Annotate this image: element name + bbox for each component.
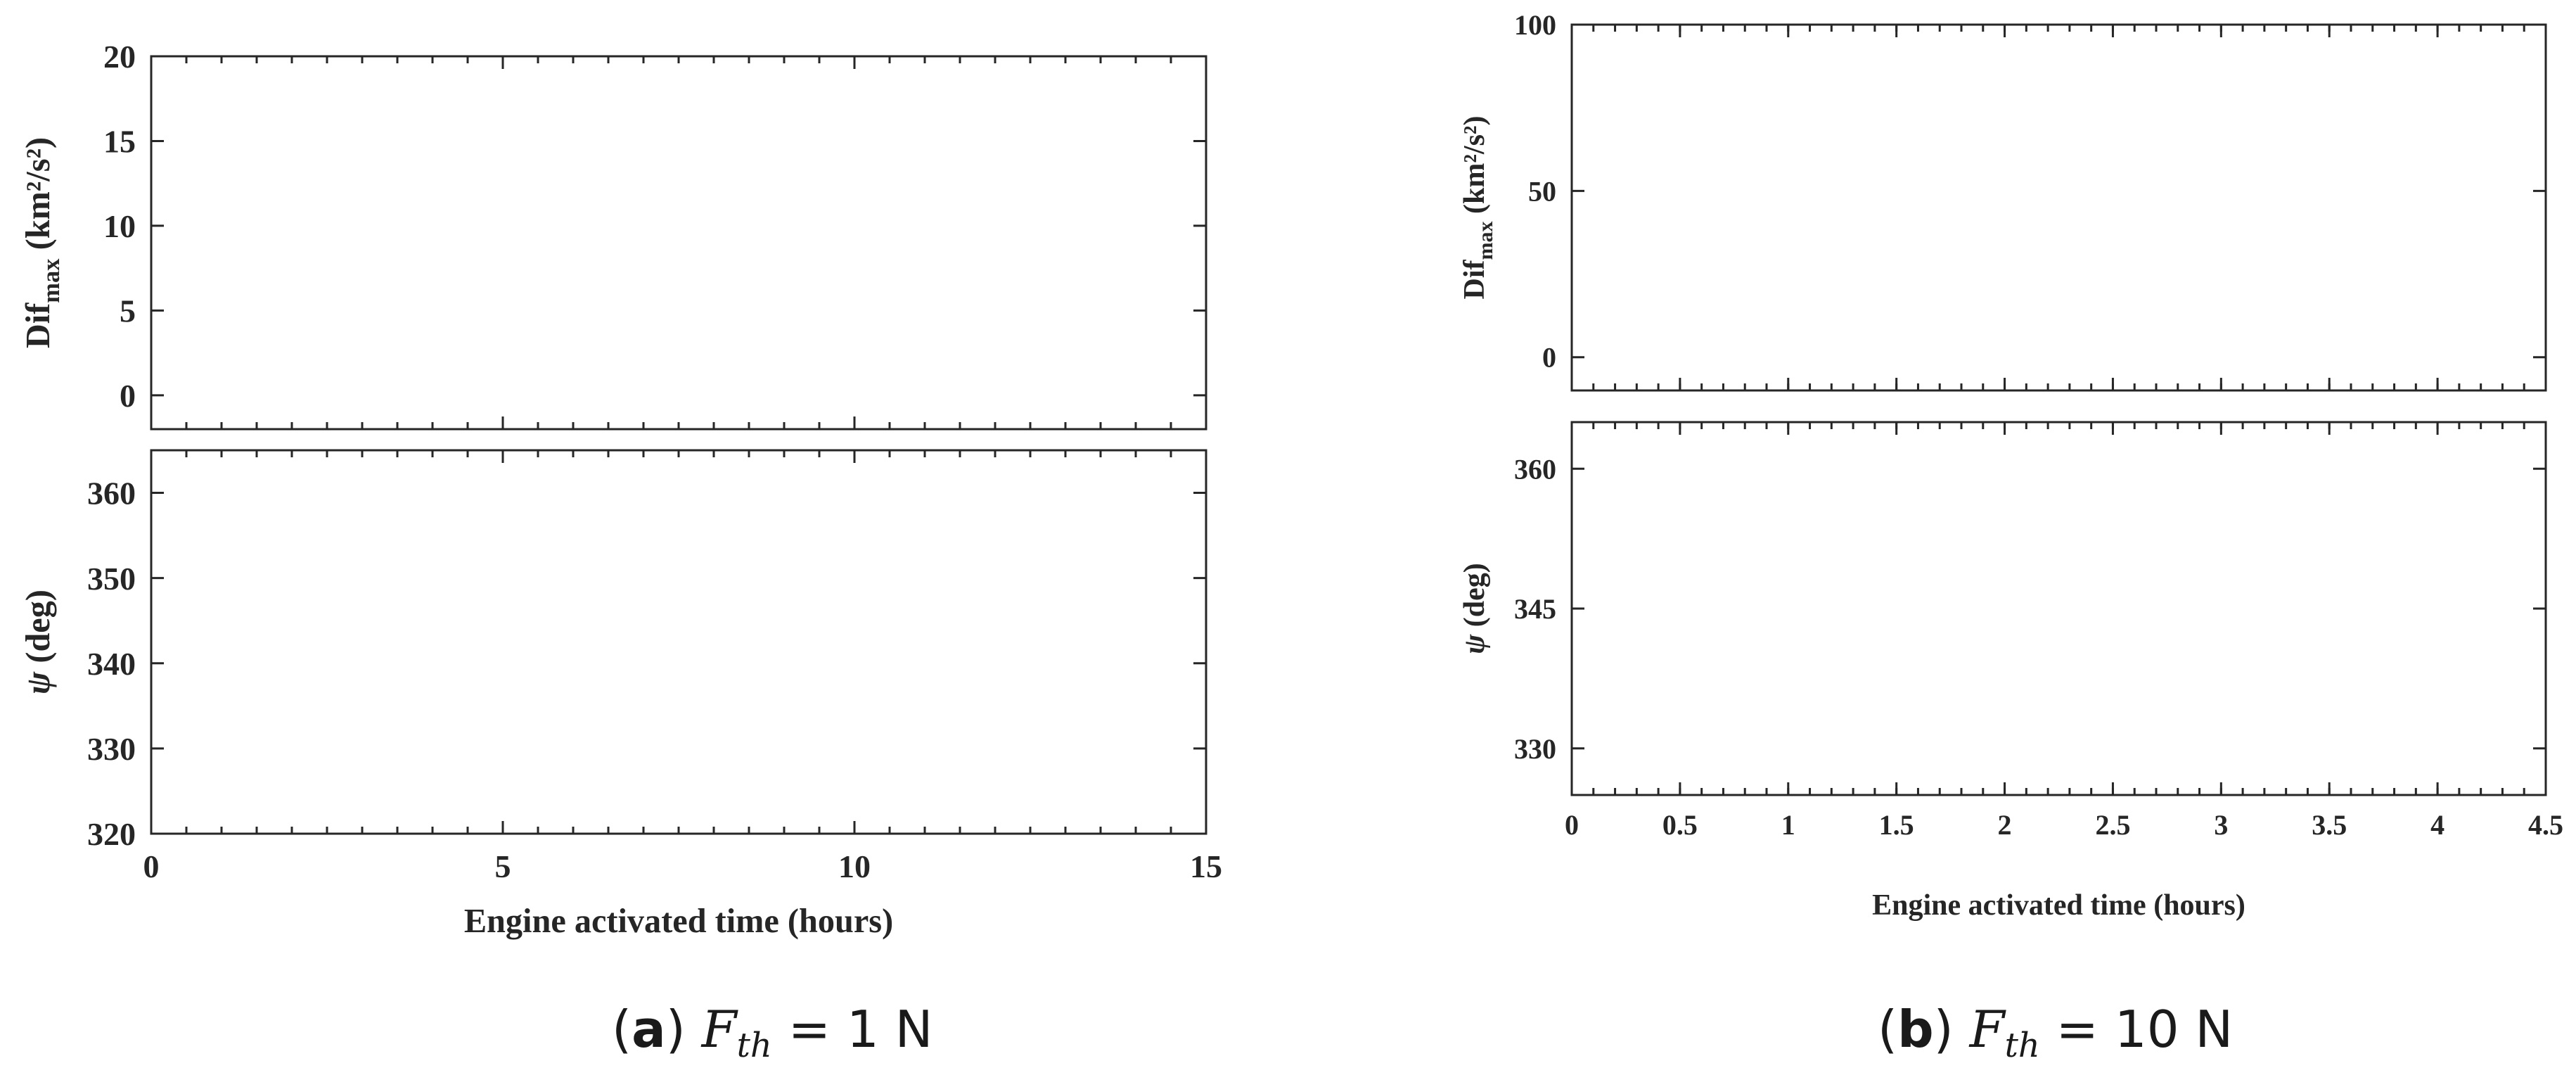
x-tick-label-b2-3: 1.5 — [1879, 809, 1914, 841]
y-tick-label-a1-3: 15 — [103, 124, 136, 160]
y-tick-label-a2-3: 350 — [87, 561, 136, 597]
x-tick-label-b2-7: 3.5 — [2312, 809, 2347, 841]
y-tick-label-a1-1: 5 — [120, 293, 136, 329]
y-axis-label-sub-a1: max — [38, 258, 65, 303]
caption-a: (a) Fth = 1 N — [612, 1000, 933, 1065]
y-axis-label-unit-b2: (deg) — [1459, 563, 1491, 634]
y-tick-label-a2-0: 320 — [87, 816, 136, 852]
y-tick-label-a1-2: 10 — [103, 208, 136, 244]
chart-a2: 320 330 340 350 360 0 5 10 15 ψ (deg) Engine activ… — [20, 449, 1222, 940]
y-tick-label-b2-1: 345 — [1514, 593, 1556, 625]
x-axis-label-a2: Engine activated time (hours) — [464, 903, 893, 940]
x-axis-label-b2: Engine activated time (hours) — [1872, 889, 2245, 922]
y-tick-label-b2-2: 360 — [1514, 453, 1556, 485]
x-tick-label-b2-0: 0 — [1565, 809, 1579, 841]
y-axis-label-b1: Difmax (km²/s²) — [1459, 115, 1497, 299]
caption-a-sub: th — [737, 1026, 772, 1065]
x-tick-label-b2-9: 4.5 — [2528, 809, 2563, 841]
axis-frame-a2 — [150, 449, 1207, 835]
y-tick-label-a2-2: 340 — [87, 646, 136, 682]
axis-frame-b2 — [1570, 421, 2547, 796]
y-tick-label-b1-1: 50 — [1528, 175, 1556, 207]
caption-b: (b) Fth = 10 N — [1878, 1000, 2233, 1065]
x-tick-label-a2-2: 10 — [838, 848, 871, 884]
y-axis-label-main-a2: ψ — [20, 671, 57, 694]
axis-frame-a1 — [150, 55, 1207, 431]
x-tick-label-b2-1: 0.5 — [1662, 809, 1698, 841]
y-axis-label-unit-a1: (km²/s²) — [20, 137, 57, 259]
y-axis-label-main-b1: Dif — [1459, 260, 1491, 300]
y-tick-label-a1-4: 20 — [103, 39, 136, 75]
x-tick-label-a2-3: 15 — [1190, 848, 1222, 884]
y-axis-label-b2: ψ (deg) — [1459, 563, 1491, 654]
y-tick-label-a2-1: 330 — [87, 731, 136, 767]
y-tick-label-b1-2: 100 — [1514, 9, 1556, 41]
y-tick-label-a1-0: 0 — [120, 378, 136, 414]
caption-b-sub: th — [2005, 1026, 2040, 1065]
x-tick-label-b2-6: 3 — [2214, 809, 2228, 841]
y-axis-label-main-b2: ψ — [1459, 634, 1491, 654]
chart-b2: 330 345 360 0 0.5 1 1.5 2 2.5 3 3.5 4 4.5 ψ (deg) Engi… — [1459, 421, 2563, 922]
y-tick-label-b1-0: 0 — [1542, 342, 1556, 374]
y-axis-label-a2: ψ (deg) — [20, 590, 57, 694]
caption-a-var: F — [700, 1000, 739, 1059]
caption-b-var: F — [1968, 1000, 2007, 1059]
chart-a1: 0 5 10 15 20 Difmax (km²/s²) — [20, 39, 1207, 431]
y-axis-label-sub-b1: max — [1474, 222, 1497, 260]
y-tick-label-b2-0: 330 — [1514, 733, 1556, 765]
y-tick-label-a2-4: 360 — [87, 476, 136, 511]
x-tick-label-b2-8: 4 — [2430, 809, 2444, 841]
caption-a-letter: a — [632, 1000, 666, 1059]
chart-b1: 0 50 100 Difmax (km²/s²) — [1459, 9, 2547, 392]
caption-a-rhs: = 1 N — [772, 1000, 933, 1059]
x-tick-label-b2-2: 1 — [1781, 809, 1795, 841]
y-axis-label-main-a1: Dif — [20, 303, 57, 348]
caption-b-rhs: = 10 N — [2040, 1000, 2233, 1059]
y-axis-label-a1: Difmax (km²/s²) — [20, 137, 65, 348]
y-axis-label-unit-a2: (deg) — [20, 590, 57, 672]
x-tick-label-a2-1: 5 — [495, 848, 511, 884]
x-tick-label-b2-4: 2 — [1998, 809, 2012, 841]
axis-frame-b1 — [1570, 23, 2547, 392]
caption-b-letter: b — [1897, 1000, 1934, 1059]
x-tick-label-b2-5: 2.5 — [2095, 809, 2130, 841]
x-tick-label-a2-0: 0 — [143, 848, 160, 884]
y-axis-label-unit-b1: (km²/s²) — [1459, 115, 1491, 221]
